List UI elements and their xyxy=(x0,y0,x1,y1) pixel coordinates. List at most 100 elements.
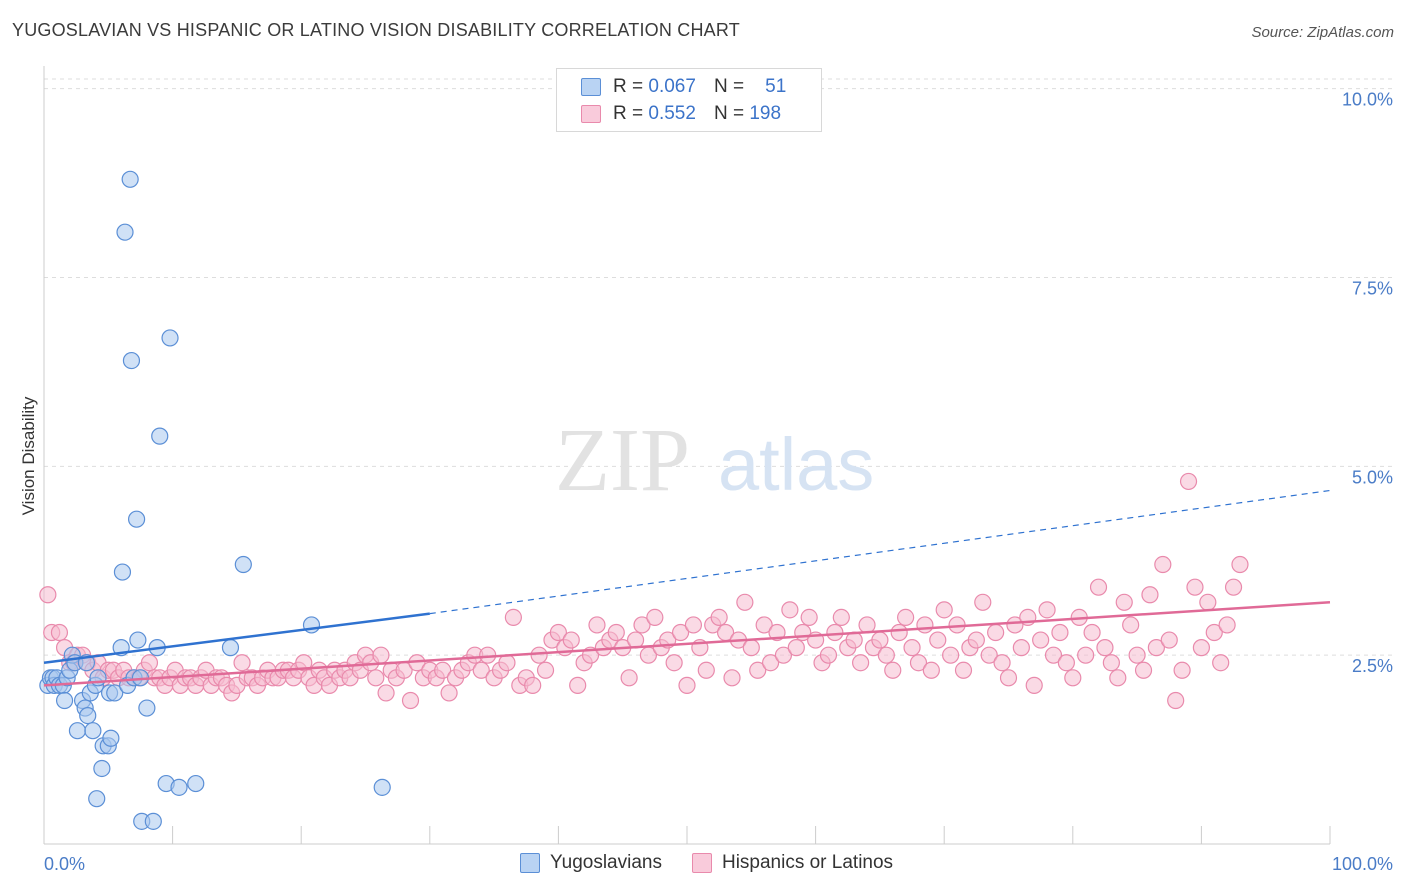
data-point xyxy=(954,661,973,679)
data-point xyxy=(1006,616,1024,634)
data-point xyxy=(800,608,818,626)
data-point xyxy=(373,778,391,796)
trend-line-yugoslavians-extrapolated xyxy=(429,489,1331,615)
data-point xyxy=(1115,593,1133,611)
legend-swatch-blue xyxy=(520,853,540,873)
data-point xyxy=(122,351,141,370)
data-point xyxy=(161,329,179,347)
trend-line-yugoslavians xyxy=(43,612,430,664)
data-point xyxy=(678,676,696,694)
data-point xyxy=(710,608,728,626)
data-point xyxy=(742,639,760,657)
x-tick-label: 100.0% xyxy=(1332,854,1393,874)
data-point xyxy=(434,661,452,679)
legend-label-yugoslavians: Yugoslavians xyxy=(550,852,662,873)
data-point xyxy=(1205,623,1223,642)
data-point xyxy=(50,623,69,642)
series-legend: Yugoslavians Hispanics or Latinos xyxy=(520,852,923,874)
data-point xyxy=(140,654,159,672)
data-point xyxy=(1064,669,1082,687)
data-point xyxy=(620,669,638,687)
data-point xyxy=(138,699,156,717)
data-point xyxy=(1199,593,1217,611)
data-point xyxy=(233,654,251,672)
y-tick-label: 10.0% xyxy=(1342,90,1393,110)
data-point xyxy=(633,616,651,634)
data-point xyxy=(401,691,420,710)
data-point xyxy=(84,722,102,740)
data-point xyxy=(671,623,690,642)
series-hispanics-points xyxy=(39,472,1249,710)
trend-line-hispanics xyxy=(43,601,1331,687)
data-point xyxy=(372,646,390,664)
y-axis-label: Vision Disability xyxy=(19,396,38,515)
data-point xyxy=(55,691,74,710)
legend-label-hispanics: Hispanics or Latinos xyxy=(721,852,894,873)
data-point xyxy=(129,631,147,649)
x-tick-labels: 0.0% 100.0% xyxy=(44,854,1393,874)
data-point xyxy=(1096,639,1114,657)
data-point xyxy=(39,586,57,604)
data-point xyxy=(987,623,1005,642)
data-point xyxy=(1212,654,1230,672)
data-point xyxy=(781,601,799,619)
axes xyxy=(43,66,1331,845)
legend-item-yugoslavians: Yugoslavians xyxy=(520,852,662,874)
data-point xyxy=(1083,623,1101,642)
y-tick-label: 2.5% xyxy=(1352,656,1393,676)
data-point xyxy=(1038,601,1056,619)
y-tick-label: 5.0% xyxy=(1352,467,1393,487)
data-point xyxy=(909,654,928,672)
data-point xyxy=(884,661,902,679)
legend-n-value: 51 xyxy=(765,76,787,97)
data-point xyxy=(768,623,786,642)
legend-swatch-pink xyxy=(581,105,601,123)
data-point xyxy=(832,608,850,626)
data-point xyxy=(295,654,313,672)
data-point xyxy=(787,639,805,657)
data-point xyxy=(929,631,947,649)
trend-lines xyxy=(43,489,1331,687)
data-point xyxy=(1167,691,1185,710)
legend-r-value: 0.067 xyxy=(648,76,696,97)
watermark-zip: ZIP xyxy=(555,411,690,510)
data-point xyxy=(1147,639,1165,657)
data-point xyxy=(1134,661,1153,679)
data-point xyxy=(377,684,395,702)
data-point xyxy=(723,669,741,687)
data-point xyxy=(151,427,169,445)
chart-source: Source: ZipAtlas.com xyxy=(1251,24,1394,41)
data-point xyxy=(1192,639,1211,657)
series-yugoslavians-points xyxy=(39,170,391,830)
data-point xyxy=(1179,472,1198,491)
data-point xyxy=(562,631,580,649)
data-point xyxy=(530,646,548,664)
y-tick-label: 7.5% xyxy=(1352,278,1393,298)
data-point xyxy=(472,661,490,679)
data-point xyxy=(999,669,1018,687)
data-point xyxy=(858,616,876,634)
legend-row-hispanics: R = 0.552 N = 198 xyxy=(581,101,781,127)
data-point xyxy=(1218,616,1236,634)
data-point xyxy=(1012,639,1030,657)
data-point xyxy=(1102,654,1120,672)
data-point xyxy=(113,563,132,581)
data-point xyxy=(749,661,767,679)
data-point xyxy=(967,631,985,649)
data-point xyxy=(102,729,120,747)
data-point xyxy=(498,654,516,672)
data-point xyxy=(877,646,895,664)
data-point xyxy=(524,676,542,694)
data-point xyxy=(607,623,625,642)
data-point xyxy=(549,623,568,642)
data-point xyxy=(1186,578,1204,596)
data-point xyxy=(993,654,1011,672)
data-point xyxy=(1141,586,1159,604)
data-point xyxy=(234,555,252,574)
legend-swatch-pink xyxy=(691,853,712,873)
x-tick-label: 0.0% xyxy=(44,854,85,874)
data-point xyxy=(1224,578,1243,596)
data-point xyxy=(1173,661,1191,679)
data-point xyxy=(646,608,664,626)
